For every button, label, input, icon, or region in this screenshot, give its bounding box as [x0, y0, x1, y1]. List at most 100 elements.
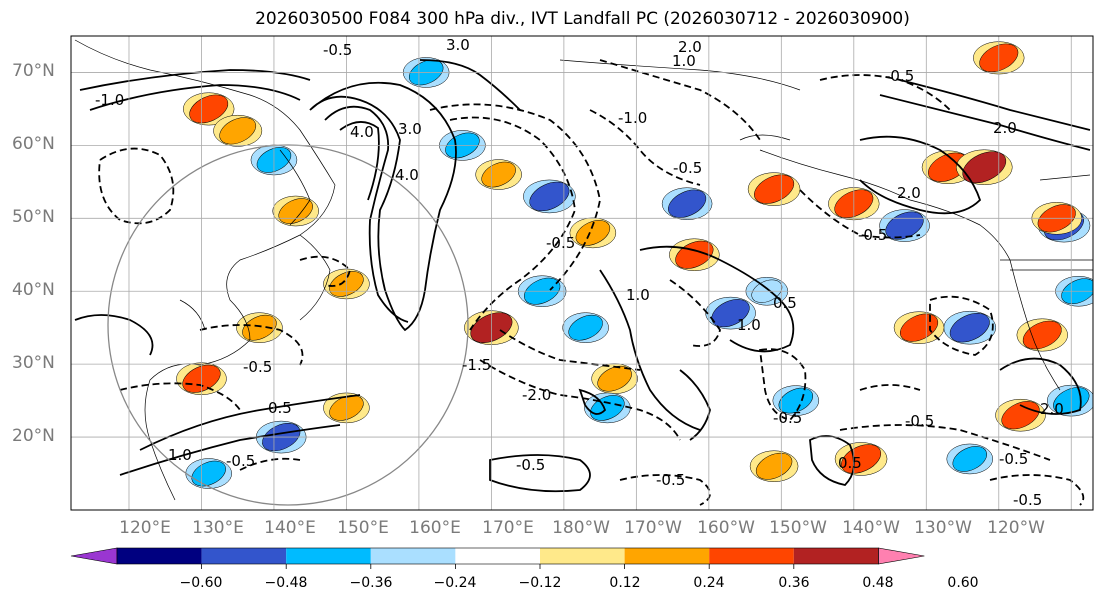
- contour-label: 3.0: [398, 120, 422, 138]
- shaded-cell: [575, 220, 611, 246]
- colorbar-segment: [455, 548, 540, 564]
- lat-label: 30°N: [12, 353, 55, 373]
- contour-label: -0.5: [243, 358, 272, 376]
- contour-label: -1.5: [462, 356, 491, 374]
- lon-label: 180°W: [552, 518, 610, 538]
- contour-label: 2.0: [897, 184, 921, 202]
- lon-label: 130°E: [192, 518, 244, 538]
- colorbar-tick-label: −0.48: [264, 575, 308, 591]
- graticule: [71, 36, 1093, 510]
- colorbar-segment: [117, 548, 202, 564]
- lat-label: 20°N: [12, 426, 55, 446]
- contour-label: 1.0: [737, 316, 761, 334]
- shaded-cell: [899, 313, 939, 342]
- shaded-cell: [191, 460, 226, 487]
- contour-label: -0.5: [516, 456, 545, 474]
- colorbar-tick-label: −0.12: [518, 575, 562, 591]
- contour-label: -0.5: [858, 226, 887, 244]
- contours-positive: [74, 59, 1091, 493]
- shaded-cell: [219, 117, 257, 145]
- colorbar-segment: [793, 548, 879, 564]
- lon-label: 130°W: [914, 518, 972, 538]
- contour-label: 2.0: [1040, 400, 1064, 418]
- contour-label: 1.0: [626, 286, 650, 304]
- shaded-cell: [189, 94, 229, 124]
- colorbar-segment: [624, 548, 710, 564]
- colorbar-tick-label: 0.48: [862, 575, 894, 591]
- lon-label: 160°E: [409, 518, 461, 538]
- contour-label: 2.0: [993, 119, 1017, 137]
- contour-label: 0.5: [773, 294, 797, 312]
- lat-label: 70°N: [12, 61, 55, 81]
- contour-label: 1.0: [672, 52, 696, 70]
- contour-label: 2.0: [678, 38, 702, 56]
- colorbar-segment: [540, 548, 625, 564]
- colorbar-tick-label: −0.24: [433, 575, 477, 591]
- colorbar-segment: [370, 548, 456, 564]
- contour-label: 4.0: [350, 123, 374, 141]
- colorbar-tick-label: 0.12: [609, 575, 641, 591]
- contour-label: -0.5: [226, 452, 255, 470]
- contour-label: -0.5: [999, 450, 1028, 468]
- colorbar-tick-label: 0.60: [947, 575, 979, 591]
- shaded-cell: [597, 365, 632, 392]
- contour-label: -0.5: [323, 41, 352, 59]
- shaded-cell: [568, 314, 603, 341]
- shaded-cell: [711, 299, 750, 328]
- colorbar-extend-low: [70, 547, 118, 565]
- contour-label: -1.0: [95, 91, 124, 109]
- lon-label: 150°E: [337, 518, 389, 538]
- lat-label: 40°N: [12, 280, 55, 300]
- colorbar-tick-label: −0.60: [179, 575, 223, 591]
- shaded-cell: [962, 151, 1007, 184]
- colorbar-tick-label: 0.24: [693, 575, 725, 591]
- contour-label: 0.5: [838, 454, 862, 472]
- colorbar-frame: [116, 547, 879, 565]
- colorbar-segment: [286, 548, 371, 564]
- contour-label: 0.5: [268, 399, 292, 417]
- shaded-cell: [952, 446, 987, 472]
- lat-label: 60°N: [12, 134, 55, 154]
- contour-label: 4.0: [395, 166, 419, 184]
- shaded-cell: [242, 314, 277, 341]
- colorbar-extend-high: [878, 547, 925, 565]
- contour-label: -2.0: [522, 386, 551, 404]
- contour-labels: 4.0 4.0 3.0 3.0 2.0 1.0 2.0 2.0 1.0 1.0 …: [95, 36, 1064, 509]
- lon-label: 150°W: [769, 518, 827, 538]
- colorbar-tick-label: 0.36: [778, 575, 810, 591]
- map-frame: [70, 35, 1094, 511]
- contour-label: -0.5: [673, 159, 702, 177]
- shaded-cell: [481, 161, 516, 188]
- shaded-cell: [754, 174, 795, 204]
- lon-label: 120°W: [987, 518, 1045, 538]
- contour-label: -1.0: [618, 109, 647, 127]
- colorbar-segment: [709, 548, 794, 564]
- shaded-cell: [668, 189, 707, 218]
- contour-label: -0.5: [656, 471, 685, 489]
- coastlines: [74, 39, 1093, 501]
- shaded-cell: [529, 181, 570, 212]
- lon-label: 170°E: [482, 518, 534, 538]
- shaded-cell: [1022, 320, 1062, 350]
- shaded-cell: [1001, 401, 1040, 430]
- lon-label: 140°E: [264, 518, 316, 538]
- shaded-cell: [755, 452, 793, 480]
- contour-label: -0.5: [1013, 491, 1042, 509]
- contour-label: -0.5: [546, 234, 575, 252]
- colorbar: [70, 547, 925, 569]
- lon-label: 140°W: [842, 518, 900, 538]
- contour-label: -0.5: [773, 409, 802, 427]
- lon-label: 120°E: [119, 518, 171, 538]
- colorbar-tick-label: −0.36: [349, 575, 393, 591]
- contour-label: 1.0: [168, 446, 192, 464]
- shaded-cell: [778, 387, 814, 414]
- shaded-cell: [949, 313, 990, 343]
- contour-label: -0.5: [885, 67, 914, 85]
- map-title: 2026030500 F084 300 hPa div., IVT Landfa…: [255, 9, 910, 29]
- lon-label: 160°W: [697, 518, 755, 538]
- shaded-cell: [841, 444, 882, 474]
- lon-label: 170°W: [624, 518, 682, 538]
- colorbar-segment: [201, 548, 287, 564]
- contour-label: -0.5: [905, 412, 934, 430]
